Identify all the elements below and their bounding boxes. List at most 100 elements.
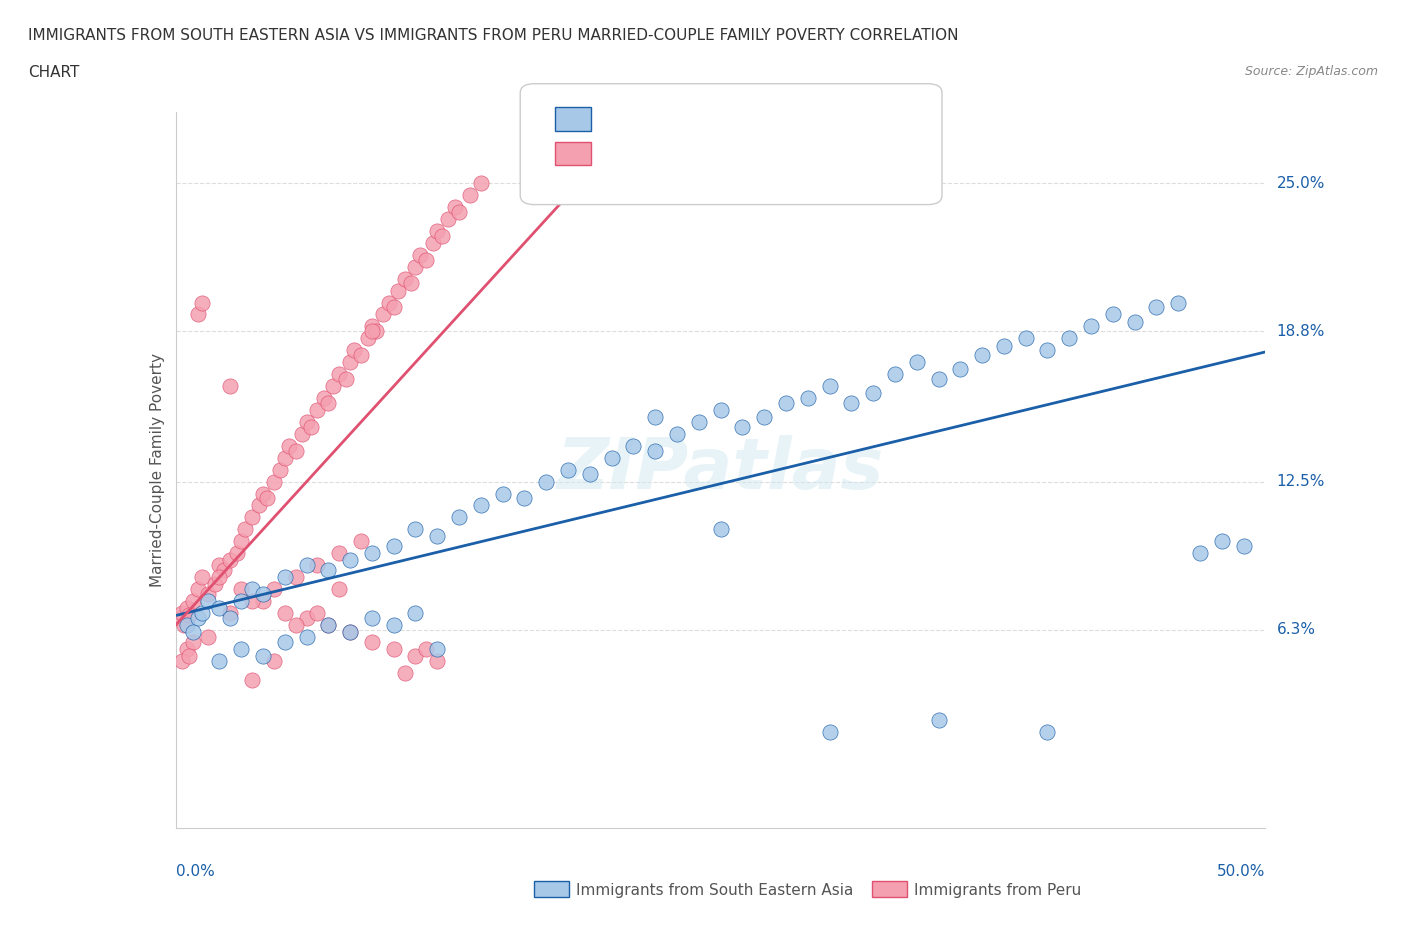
- Point: [339, 355, 361, 370]
- Point: [447, 205, 470, 219]
- Point: [1123, 314, 1146, 329]
- Point: [219, 553, 242, 568]
- Point: [621, 438, 644, 453]
- Point: [458, 188, 481, 203]
- Point: [972, 348, 994, 363]
- Point: [186, 307, 209, 322]
- Point: [710, 403, 733, 418]
- Point: [361, 610, 384, 625]
- Point: [274, 634, 297, 649]
- Point: [841, 395, 863, 410]
- Text: Immigrants from Peru: Immigrants from Peru: [914, 883, 1081, 897]
- Point: [191, 569, 214, 585]
- Point: [422, 235, 444, 250]
- Point: [818, 724, 841, 739]
- Point: [318, 563, 340, 578]
- Point: [219, 605, 242, 620]
- Point: [322, 379, 344, 393]
- Point: [181, 634, 204, 649]
- Point: [307, 605, 329, 620]
- Point: [176, 642, 198, 657]
- Point: [382, 642, 405, 657]
- Point: [513, 491, 536, 506]
- Point: [394, 272, 416, 286]
- Point: [1146, 299, 1168, 314]
- Point: [240, 672, 263, 687]
- Point: [430, 228, 453, 243]
- Text: 6.3%: 6.3%: [1277, 622, 1316, 637]
- Point: [394, 665, 416, 680]
- Y-axis label: Married-Couple Family Poverty: Married-Couple Family Poverty: [149, 352, 165, 587]
- Point: [274, 605, 297, 620]
- Point: [361, 319, 384, 334]
- Point: [295, 630, 318, 644]
- Point: [447, 510, 470, 525]
- Text: CHART: CHART: [28, 65, 80, 80]
- Point: [278, 438, 301, 453]
- Point: [335, 371, 357, 386]
- Text: Immigrants from South Eastern Asia: Immigrants from South Eastern Asia: [576, 883, 853, 897]
- Point: [252, 648, 274, 663]
- Point: [366, 324, 388, 339]
- Point: [295, 558, 318, 573]
- Point: [177, 608, 200, 623]
- Point: [884, 366, 907, 381]
- Point: [1167, 295, 1189, 310]
- Point: [312, 391, 335, 405]
- Point: [197, 630, 219, 644]
- Text: IMMIGRANTS FROM SOUTH EASTERN ASIA VS IMMIGRANTS FROM PERU MARRIED-COUPLE FAMILY: IMMIGRANTS FROM SOUTH EASTERN ASIA VS IM…: [28, 28, 959, 43]
- Point: [318, 395, 340, 410]
- Point: [409, 247, 432, 262]
- Point: [382, 299, 405, 314]
- Point: [387, 283, 409, 298]
- Point: [666, 426, 689, 442]
- Point: [169, 610, 191, 625]
- Point: [1102, 307, 1125, 322]
- Point: [579, 467, 602, 482]
- Point: [534, 474, 557, 489]
- Point: [1211, 534, 1233, 549]
- Point: [240, 581, 263, 596]
- Point: [197, 593, 219, 608]
- Point: [710, 522, 733, 537]
- Point: [186, 581, 209, 596]
- Point: [426, 653, 449, 668]
- Point: [405, 522, 427, 537]
- Point: [318, 618, 340, 632]
- Point: [219, 610, 242, 625]
- Point: [356, 331, 378, 346]
- Point: [176, 601, 198, 616]
- Point: [263, 581, 285, 596]
- Point: [252, 586, 274, 601]
- Point: [295, 415, 318, 430]
- Point: [219, 379, 242, 393]
- Point: [240, 593, 263, 608]
- Point: [350, 534, 373, 549]
- Text: ZIPatlas: ZIPatlas: [557, 435, 884, 504]
- Point: [295, 610, 318, 625]
- Point: [191, 605, 214, 620]
- Point: [256, 491, 278, 506]
- Point: [644, 443, 666, 458]
- Point: [382, 618, 405, 632]
- Point: [247, 498, 270, 513]
- Point: [731, 419, 754, 434]
- Point: [240, 510, 263, 525]
- Point: [405, 605, 427, 620]
- Point: [263, 474, 285, 489]
- Point: [284, 618, 307, 632]
- Point: [186, 610, 209, 625]
- Point: [274, 569, 297, 585]
- Point: [173, 618, 195, 632]
- Point: [208, 569, 231, 585]
- Text: 12.5%: 12.5%: [1277, 474, 1324, 489]
- Point: [1036, 343, 1059, 358]
- Point: [775, 395, 797, 410]
- Point: [191, 295, 214, 310]
- Point: [361, 324, 384, 339]
- Point: [993, 339, 1015, 353]
- Point: [252, 486, 274, 501]
- Point: [181, 625, 204, 640]
- Point: [208, 601, 231, 616]
- Point: [1233, 538, 1256, 553]
